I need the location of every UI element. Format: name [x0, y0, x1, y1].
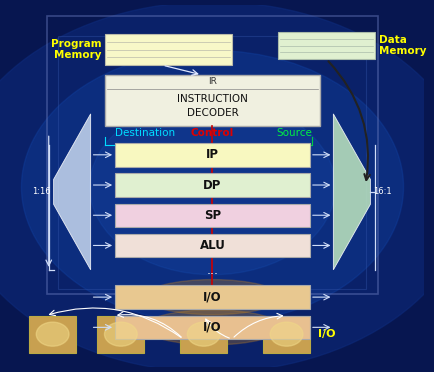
Text: I/O: I/O — [317, 329, 335, 339]
Text: IR: IR — [207, 77, 217, 86]
Text: IP: IP — [206, 148, 218, 161]
Bar — [47, 16, 377, 294]
Ellipse shape — [89, 99, 335, 275]
Text: SP: SP — [204, 209, 220, 222]
Bar — [29, 315, 76, 353]
Ellipse shape — [144, 310, 280, 345]
Text: ...: ... — [206, 264, 218, 277]
Bar — [115, 234, 309, 257]
Bar — [58, 36, 366, 289]
Bar — [115, 173, 309, 197]
Text: I/O: I/O — [203, 321, 221, 334]
Text: INSTRUCTION
DECODER: INSTRUCTION DECODER — [177, 94, 247, 118]
Bar — [277, 32, 375, 59]
Bar — [105, 34, 231, 65]
Bar — [97, 315, 144, 353]
Text: 16:1: 16:1 — [372, 187, 391, 196]
Text: I/O: I/O — [203, 291, 221, 304]
Text: Destination: Destination — [115, 128, 175, 138]
Text: Source: Source — [276, 128, 311, 138]
Text: 1:16: 1:16 — [32, 187, 51, 196]
Ellipse shape — [21, 51, 403, 323]
Bar — [180, 315, 227, 353]
Bar — [115, 143, 309, 167]
Text: Data
Memory: Data Memory — [378, 35, 426, 57]
Polygon shape — [332, 114, 369, 270]
Bar — [115, 285, 309, 309]
Bar — [115, 315, 309, 339]
Text: Program
Memory: Program Memory — [51, 39, 101, 60]
Ellipse shape — [104, 322, 137, 346]
Polygon shape — [53, 114, 90, 270]
Text: ALU: ALU — [199, 239, 225, 252]
Ellipse shape — [187, 322, 220, 346]
Ellipse shape — [144, 280, 280, 315]
Bar — [105, 75, 319, 126]
Bar — [263, 315, 309, 353]
Ellipse shape — [36, 322, 69, 346]
Text: Control: Control — [191, 128, 233, 138]
Ellipse shape — [270, 322, 302, 346]
Bar — [115, 203, 309, 227]
Text: DP: DP — [203, 179, 221, 192]
